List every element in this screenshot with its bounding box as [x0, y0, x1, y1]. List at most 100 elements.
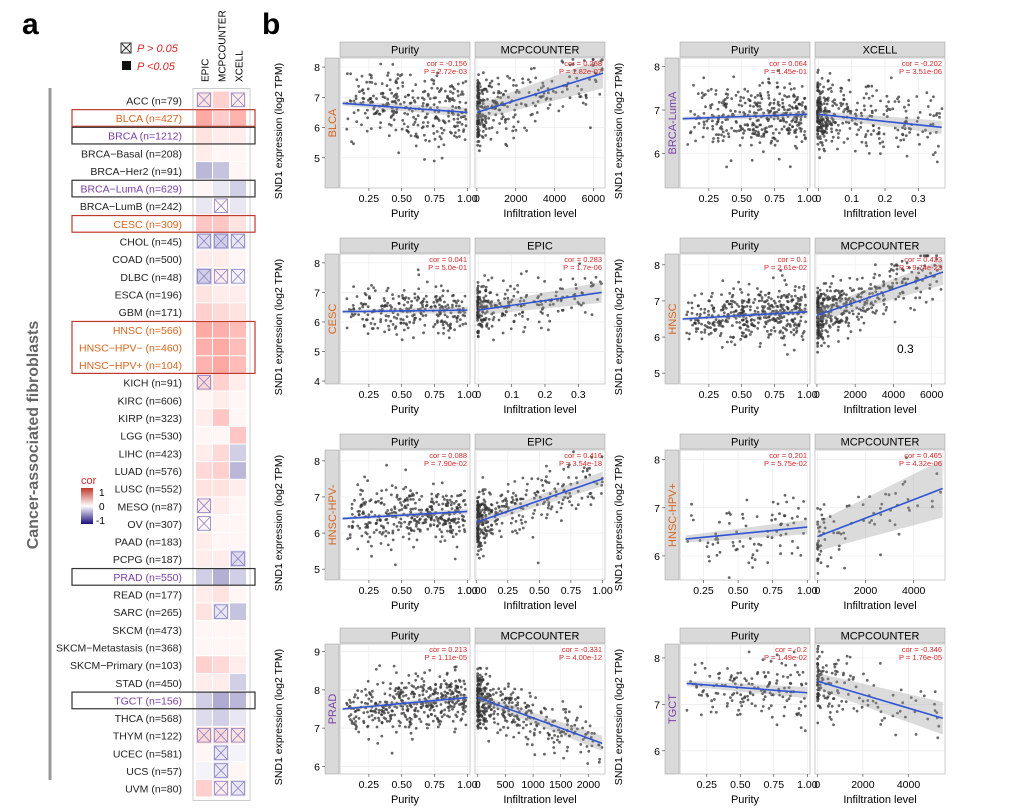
scatter-point	[414, 672, 418, 675]
scatter-point	[903, 127, 907, 131]
scatter-point	[435, 298, 438, 302]
y-axis-label: SND1 expression (log2 TPM)	[273, 259, 285, 395]
scatter-point	[476, 281, 480, 284]
scatter-point	[524, 295, 528, 299]
scatter-point	[411, 89, 415, 93]
scatter-point	[782, 315, 786, 319]
scatter-point	[762, 316, 766, 319]
scatter-point	[833, 101, 836, 105]
scatter-point	[510, 701, 514, 704]
scatter-point	[816, 301, 819, 304]
scatter-point	[409, 520, 413, 524]
scatter-point	[441, 320, 445, 324]
heatmap-cell	[213, 497, 229, 515]
scatter-point	[442, 326, 446, 330]
scatter-point	[550, 79, 554, 83]
scatter-point	[918, 111, 922, 114]
scatter-point	[516, 290, 520, 294]
scatter-point	[864, 133, 868, 136]
scatter-point	[743, 129, 746, 133]
scatter-point	[350, 312, 354, 316]
scatter-point	[714, 92, 718, 96]
scatter-point	[783, 108, 786, 111]
scatter-point	[801, 101, 804, 104]
scatter-point	[791, 118, 795, 122]
scatter-point	[726, 118, 729, 121]
scatter-point	[562, 756, 565, 760]
scatter-point	[771, 276, 775, 280]
scatter-point	[720, 127, 724, 131]
scatter-point	[525, 269, 528, 273]
scatter-point	[836, 328, 840, 332]
scatter-point	[446, 289, 450, 293]
scatter-point	[789, 87, 793, 91]
heatmap-cell	[196, 250, 212, 267]
scatter-point	[728, 291, 732, 295]
scatter-point	[712, 310, 716, 313]
scatter-point	[485, 304, 489, 308]
scatter-point	[496, 95, 500, 99]
scatter-point	[498, 529, 501, 533]
scatter-point	[824, 126, 828, 129]
scatter-point	[462, 128, 466, 132]
scatter-point	[576, 301, 580, 304]
scatter-point	[685, 708, 689, 712]
scatter-point	[797, 286, 801, 289]
scatter-point	[383, 330, 386, 334]
cancer-label: HNSC-HPV-	[327, 484, 339, 545]
panel-label-b: b	[262, 8, 280, 41]
scatter-point	[421, 314, 425, 318]
scatter-point	[512, 78, 516, 82]
scatter-point	[533, 508, 537, 512]
scatter-point	[686, 143, 690, 146]
scatter-point	[779, 309, 782, 312]
scatter-point	[388, 693, 392, 697]
scatter-point	[740, 334, 744, 338]
scatter-point	[502, 725, 505, 729]
scatter-point	[915, 95, 919, 98]
scatter-point	[742, 331, 745, 335]
scatter-point	[456, 94, 460, 98]
scatter-point	[570, 306, 573, 310]
scatter-point	[592, 283, 595, 286]
scatter-point	[822, 503, 826, 506]
scatter-point	[767, 77, 771, 81]
x-tick-label: 0	[475, 389, 481, 401]
scatter-point	[816, 286, 820, 290]
scatter-point	[793, 87, 796, 90]
scatter-point	[785, 95, 789, 99]
scatter-point	[476, 710, 479, 714]
scatter-point	[476, 87, 480, 91]
scatter-point	[707, 321, 710, 324]
scatter-point	[497, 687, 501, 691]
scatter-point	[729, 335, 732, 339]
scatter-point	[425, 690, 428, 693]
scatter-point	[821, 325, 825, 328]
scatter-point	[432, 96, 436, 100]
scatter-point	[392, 118, 396, 122]
scatter-point	[735, 121, 738, 124]
scatter-point	[533, 491, 537, 495]
scatter-point	[410, 109, 414, 113]
facet-strip-label: MCPCOUNTER	[841, 241, 920, 253]
scatter-point	[775, 110, 779, 114]
scatter-point	[463, 687, 467, 691]
scatter-point	[502, 504, 505, 508]
scatter-point	[740, 291, 744, 294]
scatter-point	[429, 688, 433, 691]
scatter-point	[745, 304, 749, 308]
ns-cross-icon	[197, 516, 211, 531]
scatter-point	[841, 102, 845, 106]
scatter-point	[423, 158, 426, 161]
y-tick-label: 5	[654, 368, 660, 380]
scatter-point	[511, 530, 514, 534]
heatmap-cell	[196, 638, 212, 656]
scatter-point	[693, 671, 697, 674]
y-tick-label: 6	[314, 123, 320, 135]
scatter-point	[530, 477, 534, 481]
scatter-point	[749, 305, 752, 308]
scatter-point	[436, 87, 439, 90]
scatter-point	[931, 153, 935, 157]
